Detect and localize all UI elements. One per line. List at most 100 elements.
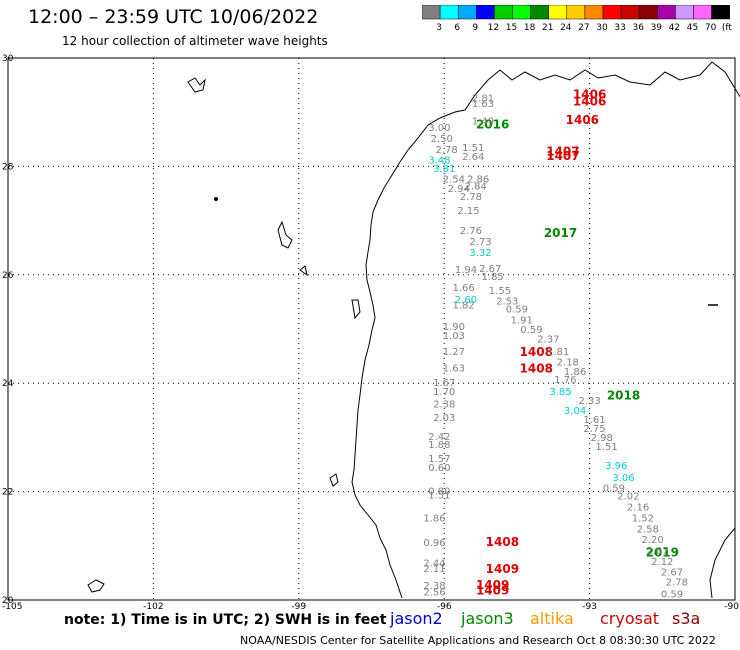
- colorbar-label: 70: [705, 23, 717, 33]
- wave-height-label: 3.96: [605, 461, 627, 472]
- wave-height-label: 0.60: [428, 463, 450, 474]
- wave-height-label: 3.81: [433, 164, 455, 175]
- track-id-label: 2017: [544, 226, 577, 240]
- credit-line: NOAA/NESDIS Center for Satellite Applica…: [240, 634, 716, 647]
- wave-height-label: 2.38: [433, 400, 455, 411]
- wave-height-label: 2.12: [651, 557, 673, 568]
- wave-height-label: 2.54: [443, 175, 465, 186]
- colorbar-label: 6: [454, 23, 460, 33]
- coastline-yucatan: [709, 527, 736, 599]
- lon-tick-label: -96: [437, 602, 452, 610]
- colorbar-label: 36: [632, 23, 644, 33]
- inland-lake: [87, 579, 105, 593]
- lon-tick-label: -90: [724, 602, 739, 610]
- track-id-label: 1409: [476, 584, 509, 598]
- wave-height-label: 0.80: [428, 486, 450, 497]
- wave-height-label: 1.76: [554, 375, 576, 386]
- track-id-label: 1406: [566, 113, 599, 127]
- track-id-label: 1409: [486, 562, 519, 576]
- track-id-label: 2019: [646, 546, 679, 560]
- colorbar-label: 45: [687, 23, 698, 33]
- wave-height-label: 3.48: [428, 156, 450, 167]
- wave-height-label: 2.50: [431, 134, 453, 145]
- wave-height-label: 2.67: [661, 568, 683, 579]
- wave-height-label: 2.86: [467, 175, 489, 186]
- wave-height-label: 2.60: [455, 295, 477, 306]
- inland-lake: [299, 265, 308, 277]
- colorbar-label: (ft): [722, 23, 732, 33]
- legend-jason3: jason3: [461, 609, 514, 628]
- lat-tick-label: 24: [2, 379, 14, 389]
- wave-height-label: 2.11: [423, 564, 445, 575]
- wave-height-label: 1.86: [423, 513, 445, 524]
- legend-jason2: jason2: [390, 609, 443, 628]
- colorbar-label: 15: [506, 23, 517, 33]
- wave-height-label: 2.03: [433, 413, 455, 424]
- wave-height-label: 0.59: [603, 484, 625, 495]
- wave-height-label: 3.85: [549, 387, 571, 398]
- wave-height-label: 1.61: [583, 415, 605, 426]
- track-id-label: 1409: [476, 578, 509, 592]
- lat-tick-label: 20: [2, 596, 14, 606]
- map-frame: [7, 57, 736, 601]
- wave-height-label: 1.52: [632, 513, 654, 524]
- wave-height-label: 2.78: [435, 145, 457, 156]
- wave-height-label: 2.37: [537, 335, 559, 346]
- wave-height-label: 2.15: [457, 206, 479, 217]
- wave-height-label: 1.86: [564, 367, 586, 378]
- wave-height-label: 1.63: [443, 363, 465, 374]
- wave-height-label: 1.88: [428, 440, 450, 451]
- wave-height-label: 3.32: [469, 248, 491, 259]
- colorbar-label: 24: [560, 23, 572, 33]
- wave-height-label: 1.51: [428, 491, 450, 502]
- wave-height-label: 1.82: [452, 300, 474, 311]
- wave-height-label: 3.00: [428, 123, 450, 134]
- lat-tick-label: 22: [2, 488, 13, 498]
- wave-height-label: 0.59: [506, 305, 528, 316]
- lon-tick-label: -105: [2, 602, 22, 610]
- wave-height-label: 1.49: [472, 117, 494, 128]
- wave-height-label: 2.56: [423, 588, 445, 599]
- footer-note: note: 1) Time is in UTC; 2) SWH is in fe…: [64, 612, 387, 628]
- track-id-label: 1407: [546, 149, 579, 163]
- wave-height-label: 2.18: [557, 357, 579, 368]
- colorbar-label: 12: [488, 23, 499, 33]
- wave-height-label: 1.51: [595, 442, 617, 453]
- wave-height-label: 0.96: [423, 538, 445, 549]
- colorbar-label: 9: [472, 23, 478, 33]
- wave-height-label: 2.20: [641, 535, 663, 546]
- legend-s3a: s3a: [672, 609, 701, 628]
- wave-height-label: 2.73: [469, 237, 491, 248]
- wave-height-label: 2.67: [479, 264, 501, 275]
- wave-height-label: 2.33: [578, 396, 600, 407]
- lon-tick-label: -99: [291, 602, 306, 610]
- wave-height-label: 1.51: [462, 143, 484, 154]
- track-id-label: 2018: [607, 388, 640, 402]
- chart-subtitle: 12 hour collection of altimeter wave hei…: [62, 34, 328, 48]
- coastline: [351, 61, 740, 599]
- wave-height-label: 2.02: [617, 492, 639, 503]
- wave-height-label: 2.76: [460, 226, 482, 237]
- track-id-label: 1408: [520, 345, 553, 359]
- inland-lake: [187, 77, 206, 93]
- track-id-label: 2016: [476, 117, 509, 131]
- track-id-label: 1407: [546, 145, 579, 159]
- wave-height-label: 2.75: [583, 424, 605, 435]
- lon-tick-label: -93: [582, 602, 597, 610]
- wave-height-label: 1.63: [472, 99, 494, 110]
- wave-height-label: 0.59: [661, 589, 683, 600]
- wave-height-label: 1.90: [443, 322, 465, 333]
- lat-tick-label: 30: [2, 54, 14, 64]
- lat-tick-label: 26: [2, 271, 14, 281]
- wave-height-label: 2.98: [591, 433, 613, 444]
- wave-height-label: 1.91: [511, 316, 533, 327]
- colorbar-label: 30: [596, 23, 608, 33]
- track-id-label: 1406: [573, 88, 606, 102]
- colorbar-label: 21: [542, 23, 553, 33]
- wave-height-label: 2.67: [646, 546, 668, 557]
- wave-height-label: 2.42: [428, 432, 450, 443]
- legend-cryosat: cryosat: [600, 609, 660, 628]
- wave-height-label: 1.27: [443, 347, 465, 358]
